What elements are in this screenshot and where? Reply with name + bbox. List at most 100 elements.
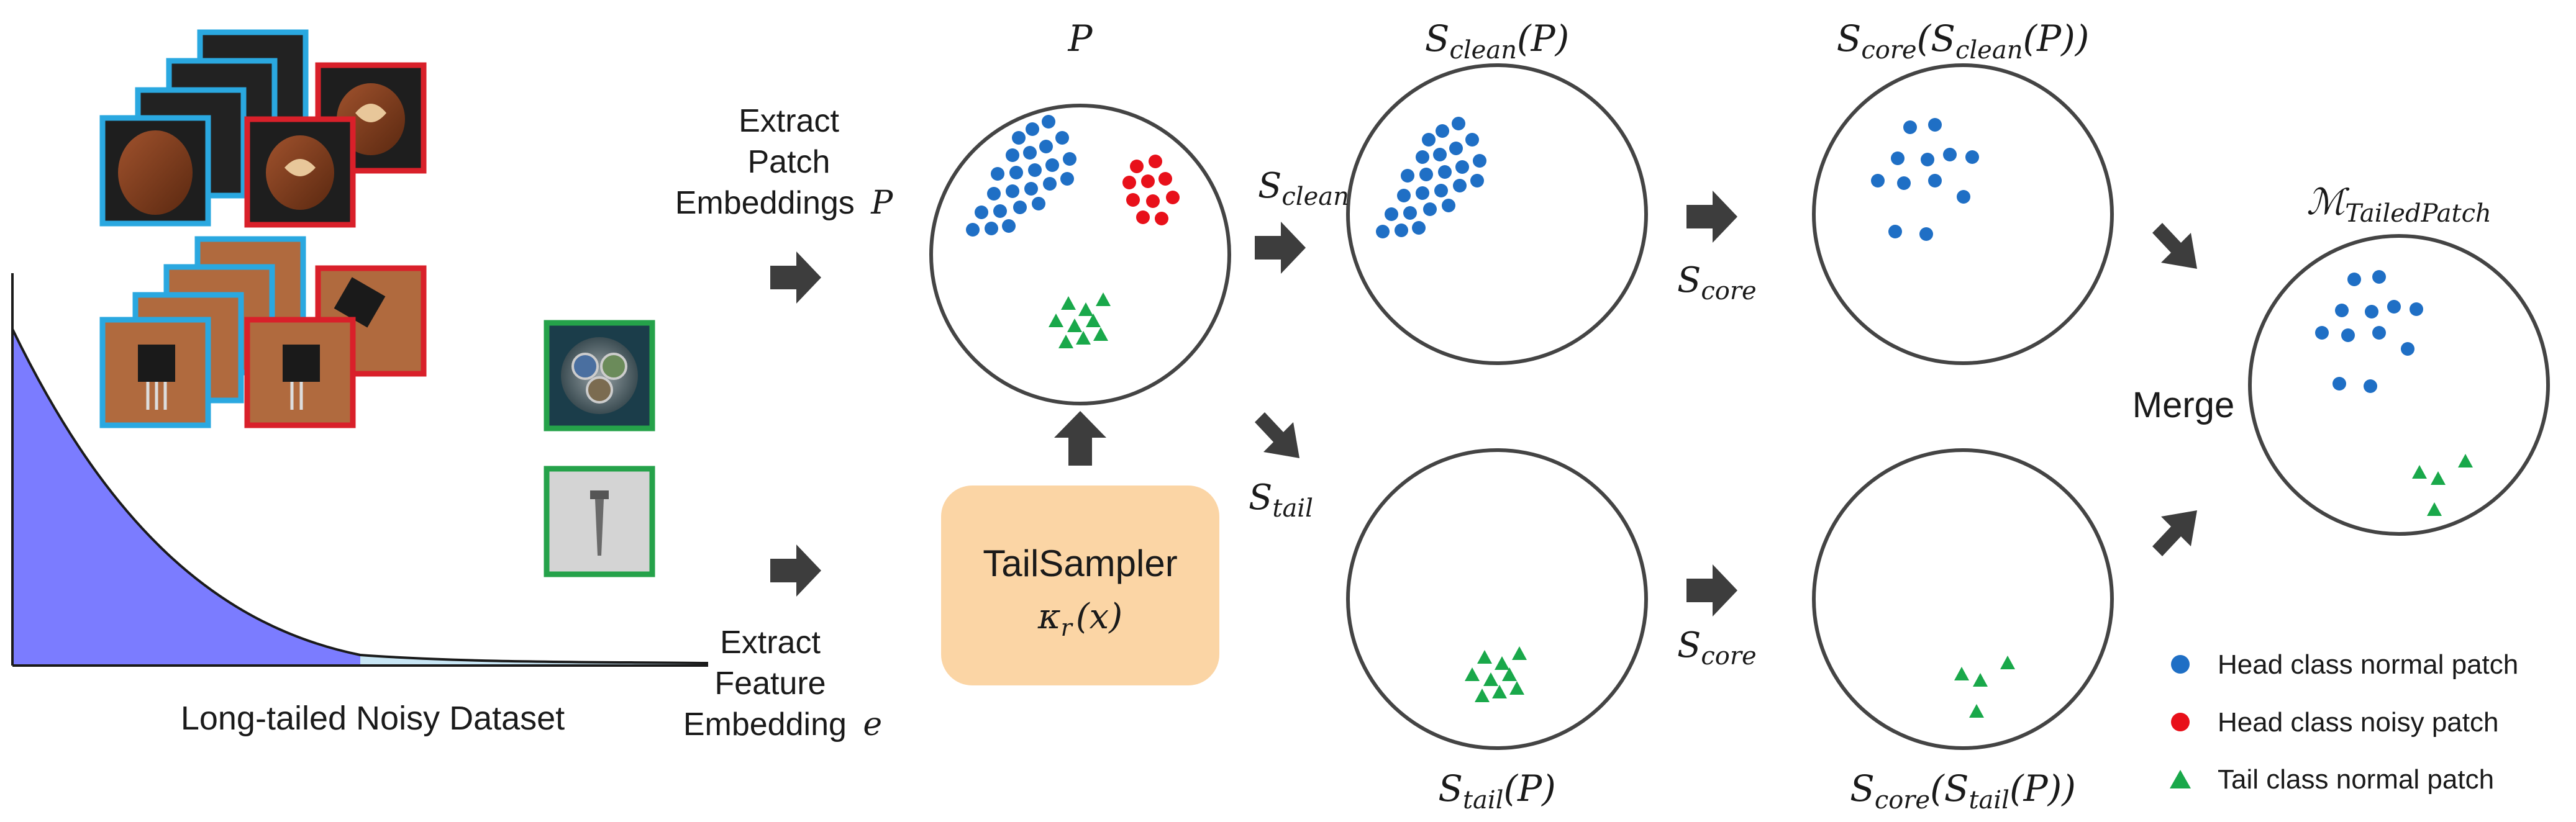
head-normal-point [1026, 122, 1039, 136]
tail-normal-point [1495, 656, 1509, 670]
head-normal-point [1891, 151, 1905, 165]
label-s-core-clean: Score(Sclean(P)) [1837, 17, 2090, 65]
op-s-clean-sub: clean [1281, 183, 1349, 211]
head-normal-point [1422, 133, 1436, 147]
tail-normal-point [1067, 318, 1082, 332]
head-normal-point [1042, 115, 1055, 129]
op-s-tail: Stail [1249, 477, 1313, 523]
head-normal-point [1385, 207, 1398, 221]
head-normal-point [1403, 206, 1417, 220]
patch-points [966, 115, 2473, 718]
head-normal-point [1416, 150, 1429, 164]
head-normal-point [2364, 379, 2377, 393]
extract-patch-label: Extract Patch Embeddings P [675, 103, 894, 222]
op-merge: Merge [2132, 385, 2234, 425]
op-s-tail-sub: tail [1272, 494, 1313, 523]
head-normal-point [1465, 133, 1479, 147]
extract-feature-label: Extract Feature Embedding e [683, 625, 882, 743]
tail-normal-point [2458, 454, 2473, 467]
svg-text:κr(x): κr (x) [1037, 597, 1122, 641]
hazelnut-images [99, 29, 427, 228]
circle-s-tail [1346, 448, 1648, 750]
head-noisy-point [1149, 155, 1162, 168]
head-normal-point [1006, 184, 1019, 198]
label-s-tail-arg: (P) [1503, 767, 1555, 810]
extract-feature-line-3: Embedding [683, 707, 847, 743]
head-normal-point [1957, 190, 1970, 204]
head-noisy-point [1126, 193, 1140, 207]
tail-class-images [544, 320, 655, 577]
label-s-clean-arg: (P) [1517, 17, 1569, 60]
extract-patch-line-2: Patch [748, 144, 831, 180]
tail-normal-point [1483, 672, 1498, 686]
embedding-circles [929, 63, 2550, 750]
legend-head-noisy-marker [2171, 713, 2190, 731]
head-normal-point [1028, 163, 1042, 177]
tail-normal-point [1058, 335, 1073, 348]
head-normal-point [2372, 326, 2386, 340]
legend: Head class normal patch Head class noisy… [2170, 649, 2518, 795]
head-normal-point [2401, 342, 2414, 356]
head-normal-point [1423, 202, 1437, 216]
head-normal-point [1888, 225, 1902, 238]
tail-normal-point [1049, 314, 1063, 327]
head-normal-point [2365, 305, 2378, 318]
head-normal-point [2335, 304, 2349, 317]
label-s-tail-main: S [1438, 767, 1463, 810]
label-p: P [1067, 17, 1093, 60]
arrow-s-core-top [1686, 191, 1737, 243]
head-normal-point [1397, 189, 1411, 202]
op-s-core-top-main: S [1677, 260, 1701, 300]
head-normal-point [975, 206, 988, 219]
arrow-merge-bottom [2152, 510, 2197, 556]
tail-normal-point [2412, 465, 2427, 479]
head-normal-point [1433, 148, 1447, 161]
head-normal-point [987, 187, 1001, 201]
arrow-s-clean [1255, 222, 1306, 274]
op-s-clean-main: S [1258, 166, 1281, 206]
label-merged-sub: TailedPatch [2345, 199, 2492, 228]
head-noisy-point [1158, 172, 1172, 186]
tail-normal-point [1093, 327, 1108, 341]
head-normal-point [1470, 174, 1484, 187]
label-s-core-clean-mid: (S [1917, 17, 1955, 60]
label-s-clean-sub: clean [1449, 36, 1516, 65]
tailsampler-background [941, 486, 1219, 685]
op-s-core-top-sub: core [1701, 277, 1756, 305]
head-normal-point [1871, 174, 1885, 187]
tail-normal-point [1973, 673, 1988, 687]
head-normal-point [1455, 160, 1469, 174]
op-s-tail-main: S [1249, 477, 1272, 518]
circle-merged [2248, 234, 2550, 536]
tailsampler-title: TailSampler [983, 543, 1177, 584]
tail-normal-point [2427, 502, 2442, 516]
label-s-tail: Stail(P) [1438, 767, 1556, 815]
label-s-tail-sub: tail [1463, 786, 1504, 815]
head-normal-point [1928, 174, 1942, 187]
tail-normal-point [1492, 685, 1507, 698]
label-s-core-tail-mid: (S [1930, 767, 1968, 810]
label-s-clean: Sclean(P) [1425, 17, 1570, 65]
head-normal-point [2347, 273, 2361, 286]
head-normal-point [1919, 227, 1933, 241]
head-normal-point [1024, 182, 1038, 196]
op-s-clean: Sclean [1258, 166, 1349, 211]
head-normal-point [2372, 270, 2386, 284]
head-normal-point [2410, 302, 2423, 316]
head-normal-point [1434, 184, 1448, 197]
head-normal-point [1416, 186, 1429, 200]
head-normal-point [1009, 166, 1023, 179]
extract-patch-line-3: Embeddings [675, 185, 855, 221]
head-normal-point [1943, 148, 1957, 161]
tail-normal-point [1061, 296, 1076, 310]
arrow-merge-top [2152, 223, 2197, 269]
head-noisy-point [1166, 191, 1180, 204]
circle-s-core-tail [1812, 448, 2114, 750]
label-s-core-tail-main: S [1850, 767, 1875, 810]
head-normal-point [1401, 169, 1414, 183]
head-normal-point [1376, 225, 1390, 238]
head-normal-point [1060, 172, 1074, 186]
head-normal-point [1013, 201, 1027, 214]
legend-head-noisy-label: Head class noisy patch [2218, 707, 2498, 738]
head-normal-point [993, 204, 1007, 218]
